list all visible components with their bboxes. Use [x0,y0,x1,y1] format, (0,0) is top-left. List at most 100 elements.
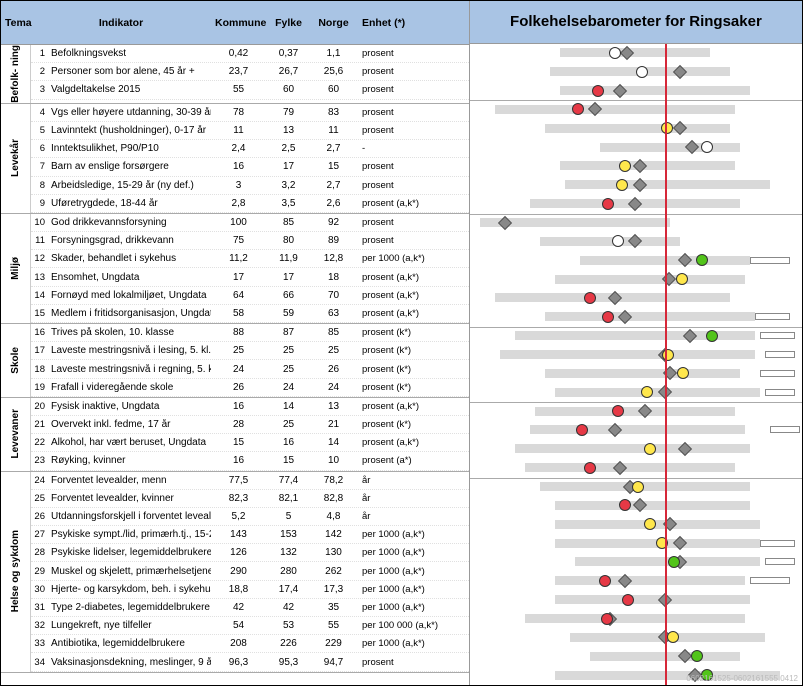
kommune-value: 25 [211,345,266,356]
norge-value: 14 [311,437,356,448]
enhet-value: prosent [356,107,451,118]
watermark: 0602161525-0602161555.0412 [686,674,798,683]
circle-marker [576,424,588,436]
table-row: 5Lavinntekt (husholdninger), 0-17 år1113… [31,122,469,140]
circle-marker [601,613,613,625]
enhet-value: år [356,493,451,504]
fylke-value: 25 [266,419,311,430]
table-row: 7Barn av enslige forsørgere161715prosent [31,158,469,176]
enhet-value: prosent (a,k*) [356,308,451,319]
circle-marker [584,292,596,304]
fylke-value: 16 [266,437,311,448]
header-fylke: Fylke [266,15,311,31]
range-bar [500,350,755,359]
chart-row [470,270,802,289]
row-number: 28 [31,547,51,558]
kommune-value: 11,2 [211,253,266,264]
range-bar [560,161,735,170]
kommune-value: 15 [211,437,266,448]
circle-marker [609,47,621,59]
chart-row [470,346,802,365]
norge-value: 11 [311,125,356,136]
box-bar [770,426,800,433]
enhet-value: - [356,143,451,154]
kommune-value: 18,8 [211,584,266,595]
table-row: 23Røyking, kvinner161510prosent (a*) [31,452,469,470]
kommune-value: 126 [211,547,266,558]
theme-label: Helse og sykdom [1,472,31,672]
header-kommune: Kommune [211,15,266,31]
table-row: 17Laveste mestringsnivå i lesing, 5. kl.… [31,342,469,360]
row-number: 31 [31,602,51,613]
reference-line [665,44,667,685]
theme-group: Levekår4Vgs eller høyere utdanning, 30-3… [1,104,469,214]
indicator-name: Uføretrygdede, 18-44 år [51,198,211,209]
norge-value: 18 [311,272,356,283]
indicator-name: Laveste mestringsnivå i regning, 5. kl. [51,364,211,375]
kommune-value: 26 [211,382,266,393]
theme-label: Miljø [1,214,31,323]
enhet-value: per 1000 (a,k*) [356,547,451,558]
fylke-value: 25 [266,345,311,356]
chart-row [470,100,802,119]
box-bar [765,558,795,565]
norge-value: 78,2 [311,475,356,486]
fylke-value: 153 [266,529,311,540]
norge-value: 130 [311,547,356,558]
theme-label: Levekår [1,104,31,213]
kommune-value: 143 [211,529,266,540]
circle-marker [644,443,656,455]
row-number: 17 [31,345,51,356]
range-bar [555,576,745,585]
enhet-value: prosent [356,235,451,246]
norge-value: 2,7 [311,143,356,154]
fylke-value: 80 [266,235,311,246]
row-number: 25 [31,493,51,504]
enhet-value: prosent (a,k*) [356,401,451,412]
enhet-value: per 1000 (a,k*) [356,253,451,264]
enhet-value: prosent (k*) [356,345,451,356]
fylke-value: 26,7 [266,66,311,77]
theme-group: Levevaner20Fysisk inaktive, Ungdata16141… [1,398,469,472]
row-number: 15 [31,308,51,319]
kommune-value: 78 [211,107,266,118]
circle-marker [619,160,631,172]
indicator-name: Psykiske lidelser, legemiddelbrukere [51,547,211,558]
indicator-name: Fornøyd med lokalmiljøet, Ungdata [51,290,211,301]
range-bar [515,444,750,453]
kommune-value: 16 [211,161,266,172]
chart-row [470,496,802,515]
indicator-name: Lungekreft, nye tilfeller [51,620,211,631]
fylke-value: 53 [266,620,311,631]
chart-row [470,515,802,534]
fylke-value: 82,1 [266,493,311,504]
indicator-name: Frafall i videregående skole [51,382,211,393]
table-row: 32Lungekreft, nye tilfeller545355per 100… [31,617,469,635]
row-number: 20 [31,401,51,412]
norge-value: 229 [311,638,356,649]
fylke-value: 25 [266,364,311,375]
circle-marker [668,556,680,568]
norge-value: 4,8 [311,511,356,522]
fylke-value: 3,5 [266,198,311,209]
header-norge: Norge [311,15,356,31]
table-row: 3Valgdeltakelse 2015556060prosent [31,81,469,99]
kommune-value: 100 [211,217,266,228]
main-container: Tema Indikator Kommune Fylke Norge Enhet… [0,0,803,686]
row-number: 2 [31,66,51,77]
fylke-value: 2,5 [266,143,311,154]
row-number: 23 [31,455,51,466]
indicator-name: Type 2-diabetes, legemiddelbrukere [51,602,211,613]
indicator-name: Inntektsulikhet, P90/P10 [51,143,211,154]
circle-marker [632,481,644,493]
chart-row [470,82,802,101]
separator-line [470,402,802,403]
row-number: 34 [31,657,51,668]
table-row: 29Muskel og skjelett, primærhelsetjenest… [31,562,469,580]
norge-value: 83 [311,107,356,118]
range-bar [565,180,770,189]
chart-row [470,308,802,327]
table-row: 14Fornøyd med lokalmiljøet, Ungdata64667… [31,287,469,305]
indicator-name: Vaksinasjonsdekning, meslinger, 9 år [51,657,211,668]
indicator-name: Arbeidsledige, 15-29 år (ny def.) [51,180,211,191]
